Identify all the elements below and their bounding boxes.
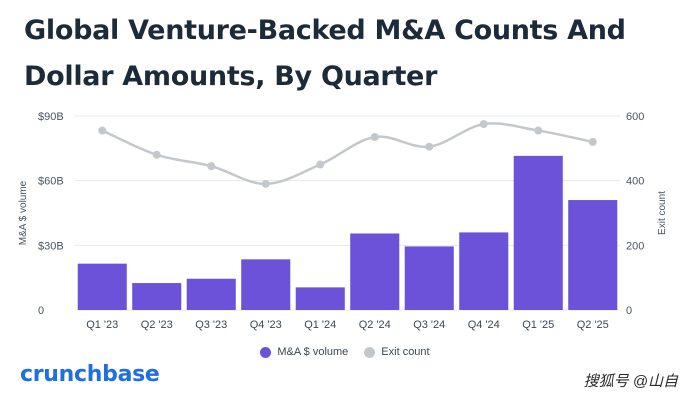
legend-item-line: Exit count	[364, 346, 430, 358]
legend: M&A $ volume Exit count	[0, 346, 690, 358]
crunchbase-logo: crunchbase	[20, 362, 160, 387]
watermark: 搜狐号 @山自	[583, 373, 678, 390]
left-tick-label: $90B	[38, 111, 64, 123]
chart-title-line-1: Global Venture-Backed M&A Counts And	[24, 15, 626, 46]
exit-count-point	[316, 160, 325, 169]
legend-label-line: Exit count	[381, 346, 430, 358]
x-tick-label: Q1 '23	[86, 319, 118, 331]
exit-count-point	[479, 120, 488, 129]
legend-label-bar: M&A $ volume	[277, 346, 349, 358]
x-tick-label: Q2 '23	[141, 319, 173, 331]
bar	[186, 278, 236, 310]
left-tick-label: $30B	[38, 240, 64, 252]
chart-area: 0 $30B $60B $90B 0 200 400 600 M&A $ volume Exit …	[18, 111, 668, 331]
x-tick-label: Q1 '25	[522, 319, 554, 331]
right-tick-label: 0	[626, 305, 632, 317]
x-tick-label: Q1 '24	[304, 319, 336, 331]
bar	[132, 283, 182, 310]
left-tick-label: 0	[38, 305, 44, 317]
exit-count-point	[98, 126, 107, 135]
bar	[295, 287, 345, 310]
right-tick-label: 600	[626, 111, 644, 123]
x-tick-label: Q3 '24	[413, 319, 445, 331]
exit-count-point	[370, 133, 379, 142]
exit-count-point	[425, 142, 434, 151]
bar	[404, 246, 454, 310]
right-tick-label: 200	[626, 240, 644, 252]
x-tick-label: Q4 '24	[468, 319, 500, 331]
bar	[513, 155, 563, 310]
x-tick-label: Q2 '24	[359, 319, 391, 331]
legend-swatch-line	[364, 346, 376, 358]
exit-count-point	[207, 162, 216, 171]
chart-title-line-2: Dollar Amounts, By Quarter	[24, 61, 438, 92]
exit-count-point	[261, 179, 270, 188]
left-tick-label: $60B	[38, 176, 64, 188]
legend-item-bar: M&A $ volume	[260, 346, 348, 358]
bar	[350, 233, 400, 310]
bar	[241, 259, 291, 310]
chart-title: Global Venture-Backed M&A Counts And Dol…	[24, 8, 674, 100]
left-axis-title: M&A $ volume	[18, 180, 29, 245]
bar	[568, 200, 618, 310]
exit-count-line	[101, 122, 594, 186]
right-axis-title: Exit count	[657, 191, 668, 235]
x-tick-label: Q3 '23	[195, 319, 227, 331]
bar	[459, 232, 509, 310]
exit-count-point	[534, 126, 543, 135]
x-tick-label: Q4 '23	[250, 319, 282, 331]
exit-count-point	[152, 150, 161, 159]
right-tick-label: 400	[626, 176, 644, 188]
legend-swatch-bar	[260, 346, 272, 358]
x-tick-label: Q2 '25	[577, 319, 609, 331]
bar	[77, 263, 127, 310]
exit-count-point	[588, 137, 597, 146]
